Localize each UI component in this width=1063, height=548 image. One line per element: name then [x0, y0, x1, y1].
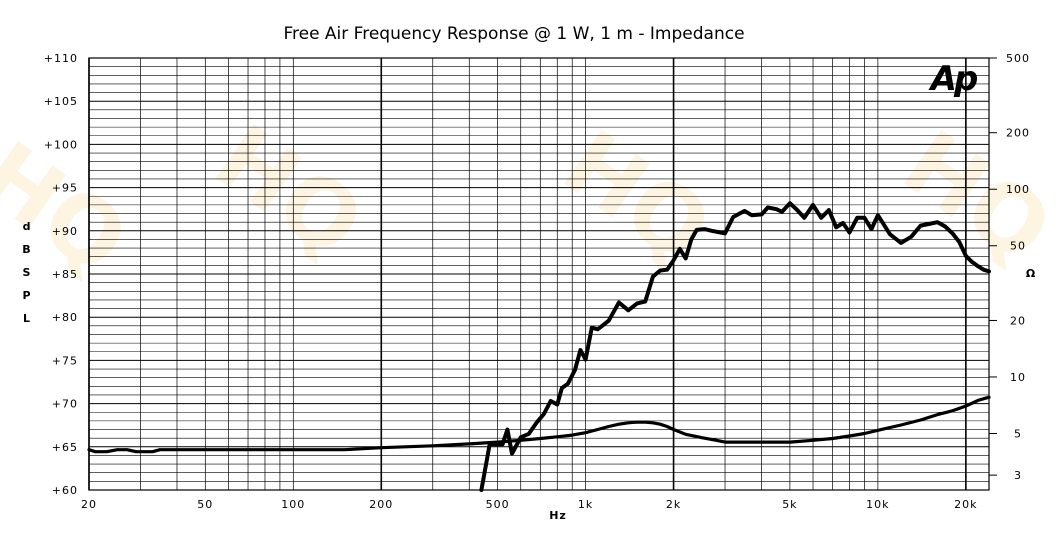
- spl-curve: [479, 201, 991, 492]
- x-tick-label: 1k: [578, 498, 593, 511]
- x-tick-label: 100: [281, 498, 305, 511]
- x-tick-label: 10k: [866, 498, 889, 511]
- y-tick-label: +110: [44, 52, 78, 65]
- plot-frame: [88, 57, 990, 491]
- x-tick-label: 200: [369, 498, 393, 511]
- y-axis-label-letter: B: [22, 243, 31, 256]
- y-tick-label: +85: [52, 268, 78, 281]
- y2-tick-label: 200: [1006, 127, 1030, 140]
- x-tick-label: 50: [197, 498, 213, 511]
- x-tick-label: 20: [81, 498, 97, 511]
- y-tick-label: +80: [52, 311, 78, 324]
- labels: Free Air Frequency Response @ 1 W, 1 m -…: [22, 24, 1036, 522]
- y-tick-label: +75: [52, 354, 78, 367]
- y2-tick-label: 500: [1006, 52, 1030, 65]
- y2-tick-label: 3: [1014, 469, 1022, 482]
- watermark-layer: HQ HQ HQ HQ: [0, 105, 1063, 295]
- y2-tick-label: 50: [1010, 240, 1026, 253]
- grid: [88, 57, 997, 491]
- y-axis-label-letter: d: [23, 220, 32, 233]
- y-tick-label: +90: [52, 225, 78, 238]
- y2-tick-label: 20: [1010, 314, 1026, 327]
- y-axis-label-letter: P: [22, 289, 31, 302]
- x-tick-label: 2k: [666, 498, 681, 511]
- watermark-mark: HQ: [196, 105, 381, 278]
- chart-title: Free Air Frequency Response @ 1 W, 1 m -…: [283, 24, 744, 44]
- y-tick-label: +70: [52, 398, 78, 411]
- y2-tick-label: 5: [1014, 427, 1022, 440]
- y-tick-label: +65: [52, 441, 78, 454]
- series-layer: [87, 201, 991, 492]
- y-tick-label: +105: [44, 95, 78, 108]
- x-axis-label: Hz: [549, 509, 567, 522]
- y-tick-label: +100: [44, 138, 78, 151]
- x-tick-label: 5k: [782, 498, 797, 511]
- y-tick-label: +60: [52, 484, 78, 497]
- x-tick-label: 20k: [954, 498, 977, 511]
- x-tick-label: 500: [486, 498, 510, 511]
- y-tick-label: +95: [52, 182, 78, 195]
- y2-axis-label: Ω: [1026, 267, 1036, 280]
- watermark-mark: HQ: [885, 111, 1063, 284]
- y-axis-label-letter: L: [23, 312, 31, 325]
- y2-tick-label: 100: [1006, 183, 1030, 196]
- y-axis-label-letter: S: [23, 266, 32, 279]
- y2-tick-label: 10: [1010, 371, 1026, 384]
- impedance-curve: [87, 395, 991, 454]
- ap-logo: Ap: [928, 59, 978, 99]
